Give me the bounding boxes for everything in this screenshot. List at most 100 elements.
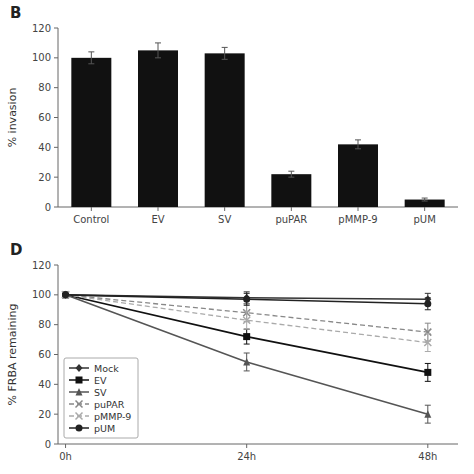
bar [271,174,311,207]
marker [76,413,83,420]
legend-label: puPAR [94,399,125,410]
x-tick-label: Control [73,214,109,225]
error-cap [422,201,428,202]
bar-chart: B% invasion020406080100120ControlEVSVpuP… [6,4,458,225]
y-axis [58,28,59,207]
error-cap [355,139,361,140]
panel-title: B [10,4,21,22]
error-bar [425,363,431,381]
y-tick [54,117,58,118]
y-tick-label: 120 [32,260,51,271]
error-cap [355,148,361,149]
y-tick-label: 0 [45,202,51,213]
series [62,291,431,305]
series [62,291,431,381]
error-cap [288,171,294,172]
x-tick [65,444,66,448]
error-cap [244,311,250,312]
marker [243,317,250,324]
error-cap [244,329,250,330]
error-stem [158,43,159,58]
x-tick-label: pMMP-9 [338,214,377,225]
x-tick [424,207,425,211]
error-bar [422,198,428,201]
error-bar [244,311,250,329]
marker [62,291,69,298]
error-cap [244,305,250,306]
x-tick [224,207,225,211]
y-tick [54,265,58,266]
y-tick [54,444,58,445]
bar [205,53,245,207]
legend-label: SV [94,387,107,398]
marker [76,377,83,384]
y-tick-label: 100 [32,289,51,300]
marker [62,291,69,298]
error-cap [222,59,228,60]
error-cap [425,293,431,294]
y-tick-label: 0 [45,439,51,450]
error-cap [288,177,294,178]
x-tick-label: 24h [237,451,256,462]
plot-area [71,43,444,207]
marker [243,296,250,303]
y-tick [54,87,58,88]
y-tick [54,354,58,355]
y-tick-label: 60 [38,349,51,360]
error-stem [358,140,359,149]
error-cap [425,405,431,406]
error-bar [425,405,431,423]
legend-label: pUM [94,423,115,434]
error-cap [425,297,431,298]
error-stem [91,52,92,64]
y-tick-label: 20 [38,172,51,183]
y-tick-label: 80 [38,82,51,93]
x-tick [158,207,159,211]
x-tick [246,444,247,448]
error-cap [425,323,431,324]
marker [76,364,83,372]
y-tick [54,294,58,295]
y-tick-label: 20 [38,409,51,420]
y-tick [54,28,58,29]
y-tick [54,177,58,178]
marker [76,425,83,432]
error-stem [291,171,292,177]
marker [62,291,69,298]
error-cap [244,353,250,354]
error-cap [425,381,431,382]
x-axis [58,207,458,208]
line [66,295,428,304]
legend-box [64,358,138,438]
marker [424,369,431,376]
bar [338,144,378,207]
x-tick-label: 48h [418,451,437,462]
y-tick-label: 60 [38,112,51,123]
x-axis [58,444,458,445]
y-axis-label: % invasion [6,88,19,148]
error-cap [425,363,431,364]
marker [424,410,431,418]
error-cap [244,370,250,371]
plot-area [62,291,431,423]
series [62,291,431,423]
error-cap [425,309,431,310]
x-tick-label: 0h [59,451,72,462]
y-tick [54,384,58,385]
figure: B% invasion020406080100120ControlEVSVpuP… [0,0,474,474]
error-bar [244,353,250,371]
x-tick [358,207,359,211]
bar [405,200,445,207]
marker [424,339,431,346]
marker [62,291,69,299]
y-tick [54,324,58,325]
error-cap [155,42,161,43]
y-tick-label: 120 [32,23,51,34]
y-tick-label: 40 [38,379,51,390]
y-tick [54,147,58,148]
error-bar [244,292,250,304]
series [62,291,431,309]
marker [424,300,431,307]
error-bar [355,140,361,149]
error-cap [244,291,250,292]
